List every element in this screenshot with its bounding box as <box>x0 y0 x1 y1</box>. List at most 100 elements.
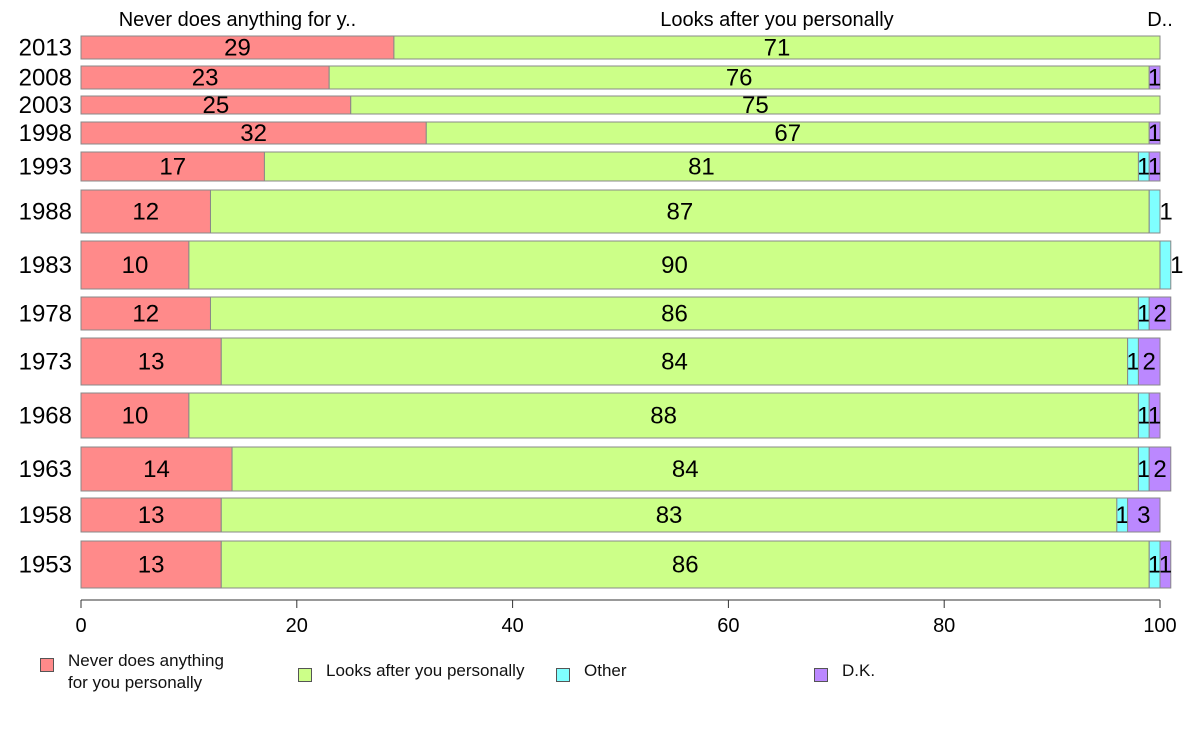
bar-segment <box>231 446 1139 492</box>
data-label: 2 <box>1143 349 1156 376</box>
y-tick-label: 1973 <box>19 349 72 376</box>
data-label: 13 <box>138 552 165 579</box>
data-label: 71 <box>764 35 791 62</box>
data-label: 1 <box>1159 199 1172 226</box>
y-tick-label: 2013 <box>19 35 72 62</box>
legend-label-other: Other <box>584 661 627 680</box>
data-label: 1 <box>1137 403 1150 430</box>
bar-segment <box>1159 240 1172 290</box>
bar-segment <box>188 240 1161 290</box>
bar-segment <box>263 151 1139 182</box>
bar-segment <box>80 189 211 234</box>
legend-swatch-dk <box>814 668 828 682</box>
data-label: 1 <box>1159 552 1172 579</box>
legend-item-never: Never does anything for you personally <box>40 650 224 694</box>
legend-item-dk: D.K. <box>814 660 875 682</box>
data-label: 75 <box>742 92 769 119</box>
bar-segment <box>80 240 190 290</box>
bar-segment <box>1148 296 1172 331</box>
data-label: 17 <box>159 154 186 181</box>
bar-segment <box>393 35 1161 60</box>
bar-segment <box>80 446 233 492</box>
bar-segment <box>1148 151 1161 182</box>
data-label: 90 <box>661 252 688 279</box>
data-label: 1 <box>1170 252 1183 279</box>
bar-segment <box>1137 337 1161 386</box>
bar-segment <box>1148 189 1161 234</box>
data-label: 14 <box>143 456 170 483</box>
data-label: 25 <box>203 92 230 119</box>
data-label: 87 <box>666 199 693 226</box>
x-tick-label: 40 <box>501 615 523 637</box>
bar-segment <box>188 392 1139 439</box>
data-label: 88 <box>650 403 677 430</box>
y-tick-label: 1998 <box>19 120 72 147</box>
legend-label-looks-after: Looks after you personally <box>326 661 525 680</box>
y-tick-label: 2003 <box>19 92 72 119</box>
data-label: 12 <box>132 199 159 226</box>
data-label: 1 <box>1137 456 1150 483</box>
legend: Never does anything for you personally L… <box>0 648 1188 698</box>
data-label: 13 <box>138 502 165 529</box>
data-label: 29 <box>224 35 251 62</box>
bar-segment <box>1159 540 1172 589</box>
data-label: 67 <box>774 120 801 147</box>
bar-segment <box>80 540 222 589</box>
data-label: 32 <box>240 120 267 147</box>
bar-segment <box>209 189 1150 234</box>
series-header-label: D.. <box>1147 9 1173 31</box>
y-tick-label: 1958 <box>19 502 72 529</box>
y-tick-label: 1993 <box>19 154 72 181</box>
bar-segment <box>1148 65 1161 90</box>
data-label: 3 <box>1137 502 1150 529</box>
legend-label-dk: D.K. <box>842 661 876 680</box>
bar-segment <box>220 337 1129 386</box>
data-label: 12 <box>132 301 159 328</box>
data-label: 86 <box>661 301 688 328</box>
bar-segment <box>1148 392 1161 439</box>
y-tick-label: 2008 <box>19 65 72 92</box>
data-label: 1 <box>1148 120 1161 147</box>
x-tick-label: 100 <box>1143 615 1176 637</box>
bar-segment <box>350 95 1161 115</box>
data-label: 1 <box>1137 301 1150 328</box>
bar-segment <box>80 497 222 533</box>
data-label: 76 <box>726 65 753 92</box>
data-label: 81 <box>688 154 715 181</box>
legend-swatch-never <box>40 658 54 672</box>
x-tick-label: 60 <box>717 615 739 637</box>
x-tick-label: 0 <box>75 615 86 637</box>
legend-label-never: Never does anything for you personally <box>68 651 224 692</box>
data-label: 1 <box>1148 552 1161 579</box>
series-header-label: Looks after you personally <box>660 9 893 31</box>
bar-segment <box>1127 497 1161 533</box>
bar-segment <box>80 151 265 182</box>
y-tick-label: 1968 <box>19 403 72 430</box>
legend-item-looks-after: Looks after you personally <box>298 660 524 682</box>
legend-item-other: Other <box>556 660 627 682</box>
x-tick-label: 20 <box>286 615 308 637</box>
x-tick-label: 80 <box>933 615 955 637</box>
series-header-label: Never does anything for y.. <box>119 9 357 31</box>
data-label: 1 <box>1116 502 1129 529</box>
data-label: 1 <box>1126 349 1139 376</box>
data-label: 2 <box>1153 456 1166 483</box>
bar-segment <box>80 296 211 331</box>
data-label: 83 <box>656 502 683 529</box>
y-tick-label: 1963 <box>19 456 72 483</box>
data-label: 84 <box>661 349 688 376</box>
data-label: 10 <box>122 403 149 430</box>
data-label: 1 <box>1137 154 1150 181</box>
data-label: 1 <box>1148 65 1161 92</box>
bar-segment <box>80 337 222 386</box>
data-label: 1 <box>1148 154 1161 181</box>
y-tick-label: 1988 <box>19 199 72 226</box>
data-label: 10 <box>122 252 149 279</box>
y-tick-label: 1978 <box>19 301 72 328</box>
data-label: 23 <box>192 65 219 92</box>
bar-segment <box>1148 121 1161 145</box>
bar-segment <box>1148 446 1172 492</box>
data-label: 13 <box>138 349 165 376</box>
data-label: 1 <box>1148 403 1161 430</box>
